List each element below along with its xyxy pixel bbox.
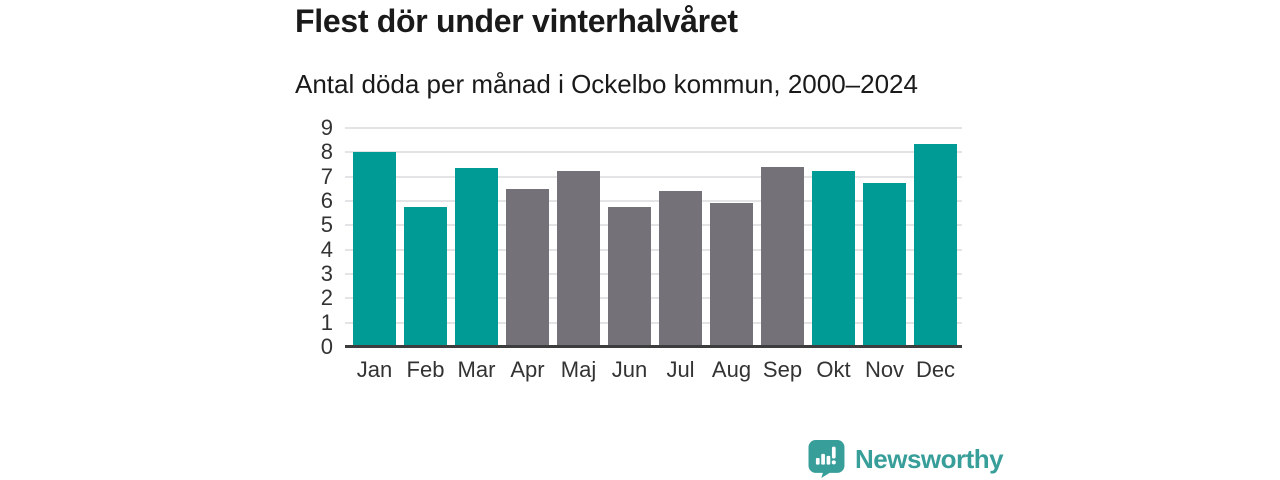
x-tick-label-aug: Aug <box>711 357 752 382</box>
x-tick-label-jan: Jan <box>356 357 393 382</box>
x-tick-label-dec: Dec <box>915 357 956 382</box>
x-axis-line <box>345 345 962 348</box>
chart-subtitle: Antal döda per månad i Ockelbo kommun, 2… <box>295 69 918 99</box>
y-tick-label-2: 2 <box>320 285 333 311</box>
gridline-5 <box>345 224 962 227</box>
x-tick-label-nov: Nov <box>864 357 905 382</box>
bar-dec <box>914 143 957 347</box>
y-tick-label-7: 7 <box>320 163 333 189</box>
bar-jun <box>608 207 651 347</box>
bar-sep <box>761 166 804 347</box>
bar-nov <box>863 182 906 347</box>
bar-jul <box>659 191 702 347</box>
brand-footer: Newsworthy <box>808 440 1004 478</box>
gridline-6 <box>345 200 962 202</box>
y-tick-label-1: 1 <box>320 309 333 335</box>
gridline-1 <box>345 321 962 324</box>
gridline-2 <box>345 297 962 300</box>
y-tick-label-8: 8 <box>320 139 333 165</box>
gridline-7 <box>345 175 962 178</box>
y-tick-label-9: 9 <box>320 115 333 140</box>
bar-jan <box>353 152 396 347</box>
y-tick-label-6: 6 <box>320 188 333 213</box>
chart-title: Flest dör under vinterhalvåret <box>295 3 738 39</box>
bar-okt <box>812 170 855 347</box>
y-tick-label-4: 4 <box>320 236 333 262</box>
bar-aug <box>710 203 753 347</box>
gridline-4 <box>345 248 962 251</box>
gridline-8 <box>345 151 962 154</box>
x-tick-label-jul: Jul <box>666 357 695 382</box>
x-tick-label-feb: Feb <box>406 357 445 382</box>
brand-name: Newsworthy <box>855 443 1004 474</box>
gridline-3 <box>345 273 962 275</box>
x-tick-label-sep: Sep <box>762 357 803 382</box>
plot-area: Jan Feb Mar Apr Maj Jun Jul Aug Sep Okt Nov Dec <box>345 127 962 382</box>
bar-maj <box>557 170 600 347</box>
x-tick-label-okt: Okt <box>816 357 851 382</box>
y-tick-label-0: 0 <box>320 334 333 359</box>
bar-mar <box>455 168 498 347</box>
x-tick-label-apr: Apr <box>510 357 545 382</box>
x-tick-label-maj: Maj <box>560 357 597 382</box>
newsworthy-logo-icon <box>808 440 845 478</box>
gridline-9 <box>345 127 962 129</box>
y-tick-label-3: 3 <box>320 261 333 286</box>
bar-feb <box>404 207 447 347</box>
y-tick-label-5: 5 <box>320 212 333 238</box>
bar-apr <box>506 188 549 347</box>
x-tick-label-jun: Jun <box>611 357 648 382</box>
x-tick-label-mar: Mar <box>457 357 496 382</box>
